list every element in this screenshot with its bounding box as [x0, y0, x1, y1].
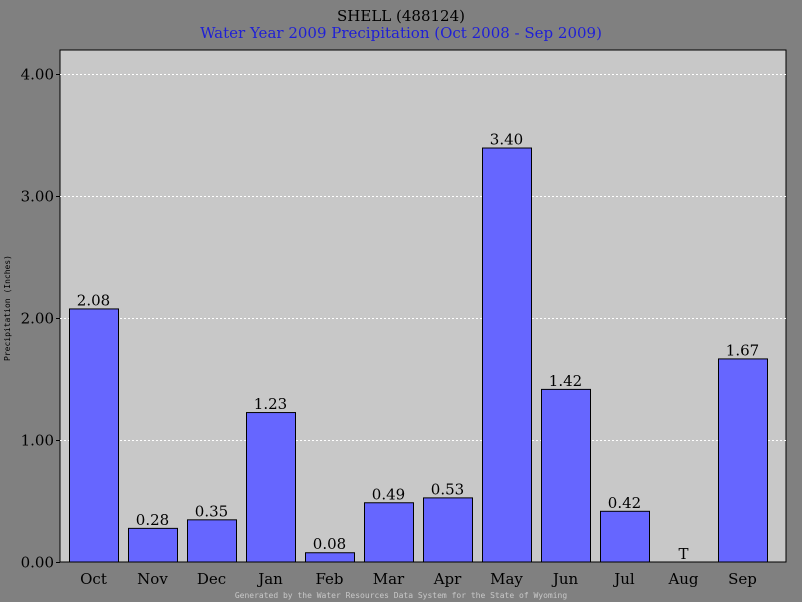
data-label-jun: 1.42	[549, 372, 582, 390]
data-label-aug: T	[678, 545, 688, 563]
x-tick-label-sep: Sep	[728, 570, 757, 588]
data-label-sep: 1.67	[726, 341, 759, 359]
data-label-jul: 0.42	[608, 494, 641, 512]
y-tick-label: 3.00	[21, 188, 54, 206]
data-label-oct: 2.08	[77, 291, 110, 309]
bar-jul	[600, 510, 650, 563]
data-label-apr: 0.53	[431, 480, 464, 498]
x-tick-label-apr: Apr	[433, 570, 462, 588]
data-label-dec: 0.35	[195, 502, 228, 520]
x-tick-label-jul: Jul	[612, 570, 635, 588]
data-label-nov: 0.28	[136, 511, 169, 529]
plot-area	[59, 49, 787, 563]
x-tick-label-jan: Jan	[256, 570, 283, 588]
bar-may	[482, 147, 532, 563]
bar-mar	[364, 502, 414, 563]
y-tick-label: 1.00	[21, 432, 54, 450]
bar-dec	[187, 519, 237, 563]
x-axis-ticks: Oct Nov Dec Jan Feb Mar Apr May Jun Jul Aug Sep	[80, 570, 757, 588]
y-tick-label: 0.00	[21, 554, 54, 572]
x-tick-label-mar: Mar	[373, 570, 405, 588]
x-tick-label-jun: Jun	[551, 570, 579, 588]
bar-nov	[128, 527, 178, 563]
y-tick-label: 4.00	[21, 66, 54, 84]
x-tick-label-oct: Oct	[80, 570, 107, 588]
bar-jan	[246, 412, 296, 563]
data-label-may: 3.40	[490, 131, 523, 149]
data-label-jan: 1.23	[254, 395, 287, 413]
footer-note: Generated by the Water Resources Data Sy…	[235, 591, 568, 600]
x-tick-label-dec: Dec	[197, 570, 226, 588]
bar-sep	[718, 358, 768, 563]
y-tick-label: 2.00	[21, 310, 54, 328]
x-tick-label-may: May	[490, 570, 523, 588]
bars	[69, 147, 768, 563]
bar-jun	[541, 388, 591, 563]
chart-title: SHELL (488124)	[337, 7, 465, 25]
data-label-mar: 0.49	[372, 485, 405, 503]
data-labels: 2.08 0.28 0.35 1.23 0.08 0.49 0.53 3.40 1.42 0.42…	[77, 131, 759, 563]
y-axis-ticks: 0.00 1.00 2.00 3.00 4.00	[21, 66, 60, 572]
bar-apr	[423, 497, 473, 563]
x-tick-label-aug: Aug	[667, 570, 698, 588]
gridlines	[60, 74, 786, 441]
data-label-feb: 0.08	[313, 535, 346, 553]
x-tick-label-feb: Feb	[315, 570, 343, 588]
bar-feb	[305, 552, 355, 563]
chart-subtitle: Water Year 2009 Precipitation (Oct 2008 …	[200, 24, 602, 42]
y-axis-title: Precipitation (Inches)	[3, 255, 12, 361]
x-tick-label-nov: Nov	[137, 570, 168, 588]
bar-oct	[69, 308, 119, 563]
